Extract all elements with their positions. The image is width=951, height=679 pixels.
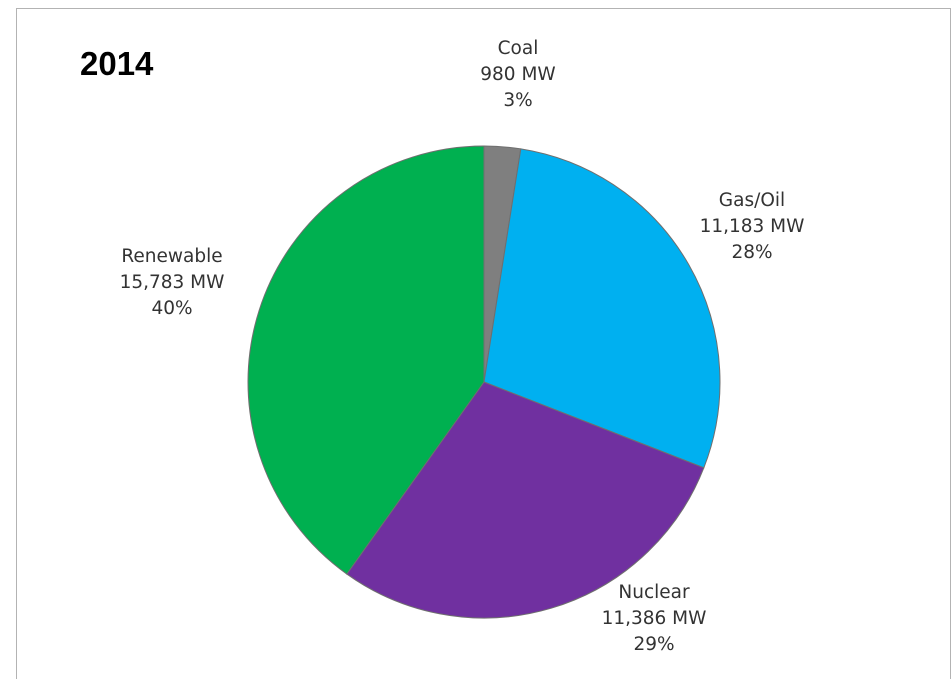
data-label-renewable: Renewable 15,783 MW 40% xyxy=(120,246,225,319)
pie-slice-renewable xyxy=(247,145,485,575)
pie-slice-nuclear xyxy=(346,381,705,619)
label-percent: 40% xyxy=(151,298,192,319)
data-label-gas-oil: Gas/Oil 11,183 MW 28% xyxy=(700,190,805,263)
label-category: Renewable xyxy=(121,246,222,267)
chart-title: 2014 xyxy=(80,45,154,82)
label-category: Gas/Oil xyxy=(719,190,785,211)
data-label-coal: Coal 980 MW 3% xyxy=(480,38,555,111)
data-label-nuclear: Nuclear 11,386 MW 29% xyxy=(602,582,707,655)
pie-labels: Coal 980 MW 3% Gas/Oil 11,183 MW 28% Nuclear 11… xyxy=(120,38,805,655)
pie-slice-gas-oil xyxy=(483,148,721,469)
label-value: 11,386 MW xyxy=(602,608,707,629)
label-category: Coal xyxy=(498,38,539,59)
label-value: 15,783 MW xyxy=(120,272,225,293)
pie-slices xyxy=(247,145,721,619)
label-value: 11,183 MW xyxy=(700,216,805,237)
label-category: Nuclear xyxy=(618,582,690,603)
label-percent: 28% xyxy=(731,242,772,263)
label-percent: 3% xyxy=(503,90,532,111)
label-value: 980 MW xyxy=(480,64,555,85)
label-percent: 29% xyxy=(633,634,674,655)
